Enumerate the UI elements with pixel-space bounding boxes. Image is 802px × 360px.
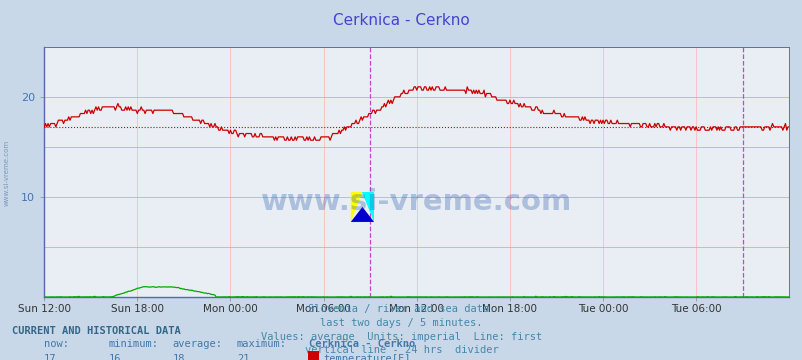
Text: CURRENT AND HISTORICAL DATA: CURRENT AND HISTORICAL DATA	[12, 326, 180, 336]
Text: average:: average:	[172, 339, 222, 349]
Polygon shape	[362, 192, 374, 222]
Text: www.si-vreme.com: www.si-vreme.com	[261, 188, 572, 216]
Text: minimum:: minimum:	[108, 339, 158, 349]
Text: maximum:: maximum:	[237, 339, 286, 349]
Text: now:: now:	[44, 339, 69, 349]
Text: 17: 17	[44, 354, 57, 360]
Polygon shape	[350, 192, 362, 222]
Text: temperature[F]: temperature[F]	[323, 354, 411, 360]
Text: Cerknica - Cerkno: Cerknica - Cerkno	[309, 339, 415, 349]
Text: last two days / 5 minutes.: last two days / 5 minutes.	[320, 318, 482, 328]
Text: 16: 16	[108, 354, 121, 360]
Text: Values: average  Units: imperial  Line: first: Values: average Units: imperial Line: fi…	[261, 332, 541, 342]
Text: 21: 21	[237, 354, 249, 360]
Text: vertical line - 24 hrs  divider: vertical line - 24 hrs divider	[304, 345, 498, 355]
Text: 18: 18	[172, 354, 185, 360]
Text: Slovenia / river and sea data.: Slovenia / river and sea data.	[307, 304, 495, 314]
Text: www.si-vreme.com: www.si-vreme.com	[3, 140, 10, 206]
Polygon shape	[350, 207, 374, 222]
Text: Cerknica - Cerkno: Cerknica - Cerkno	[333, 13, 469, 28]
